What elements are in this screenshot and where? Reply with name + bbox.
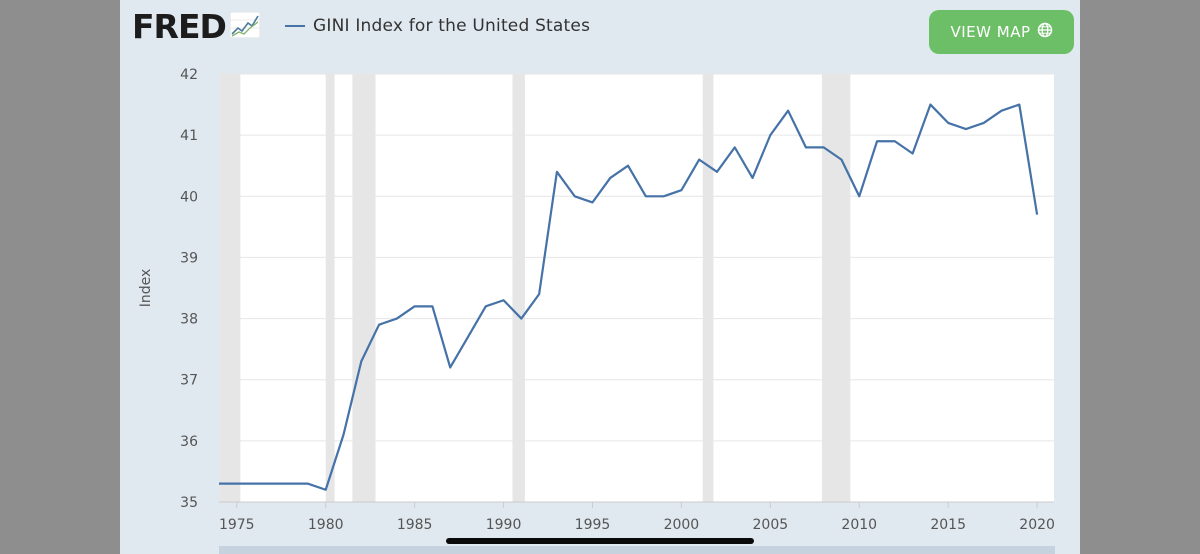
fred-logo[interactable]: FRED: [132, 7, 261, 46]
recession-band: [821, 74, 851, 502]
y-tick-label: 35: [180, 495, 198, 511]
x-tick-label: 1975: [219, 517, 255, 533]
grid-lines: [219, 73, 1054, 503]
x-tick-label: 1995: [575, 517, 611, 533]
y-tick-label: 36: [180, 434, 198, 450]
fred-logo-text: FRED: [132, 7, 227, 46]
x-tick-label: 1980: [308, 517, 344, 533]
legend-swatch: [285, 25, 305, 27]
x-tick-label: 2005: [753, 517, 789, 533]
fred-graph-icon: [229, 11, 261, 42]
x-axis-ticks: 1975 1980 1985 1990 1995 2000 2005 2010 2015 2020: [219, 502, 1055, 533]
recession-band: [352, 74, 376, 502]
y-axis-ticks: 35 36 37 38 39 40 41 42: [180, 67, 198, 511]
recession-shading: [219, 74, 851, 502]
globe-icon: [1037, 22, 1053, 42]
y-tick-label: 37: [180, 373, 198, 389]
x-tick-label: 2010: [841, 517, 877, 533]
recession-band: [512, 74, 525, 502]
y-tick-label: 42: [180, 67, 198, 83]
home-indicator[interactable]: [446, 538, 754, 544]
x-tick-label: 1985: [397, 517, 433, 533]
x-tick-label: 1990: [486, 517, 522, 533]
recession-band: [325, 74, 335, 502]
y-tick-label: 38: [180, 312, 198, 328]
x-tick-label: 2015: [930, 517, 966, 533]
range-navigator[interactable]: [219, 546, 1055, 554]
y-tick-label: 40: [180, 189, 198, 205]
series-line[interactable]: [219, 103, 1039, 491]
view-map-button[interactable]: VIEW MAP: [929, 10, 1074, 54]
view-map-label: VIEW MAP: [950, 23, 1031, 41]
recession-band: [219, 74, 241, 502]
recession-band: [702, 74, 714, 502]
legend-label: GINI Index for the United States: [313, 16, 591, 36]
x-tick-label: 2020: [1019, 517, 1055, 533]
y-tick-label: 41: [180, 128, 198, 144]
y-axis-title: Index: [138, 269, 154, 308]
plot-area: [219, 74, 1054, 502]
chart-legend[interactable]: GINI Index for the United States: [285, 14, 590, 38]
x-tick-label: 2000: [664, 517, 700, 533]
y-tick-label: 39: [180, 250, 198, 266]
